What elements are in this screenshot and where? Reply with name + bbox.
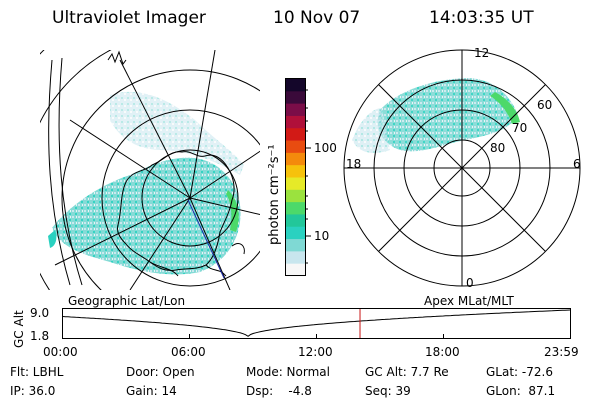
colorbar-segment (286, 79, 305, 92)
status-dsp: Dsp: -4.8 (246, 384, 312, 398)
xtick-0000: 00:00 (43, 345, 78, 359)
status-ip: IP: 36.0 (10, 384, 56, 398)
status-door: Door: Open (126, 365, 195, 379)
xtick-1800: 18:00 (425, 345, 460, 359)
mlt-label-0: 0 (466, 276, 474, 290)
mlt-label-18: 18 (346, 157, 362, 171)
colorbar-segment (286, 239, 305, 252)
mlt-label-12: 12 (474, 46, 490, 60)
xtick-1200: 12:00 (298, 345, 333, 359)
mlat-label-70: 70 (512, 121, 528, 135)
colorbar-segment (286, 103, 305, 117)
mlat-label-60: 60 (537, 98, 553, 112)
colorbar-segment (286, 140, 305, 154)
altitude-plot (62, 308, 571, 339)
colorbar-segment (286, 165, 305, 178)
colorbar-segment (286, 202, 305, 215)
colorbar-tick-10: 10 (314, 229, 330, 243)
status-mode: Mode: Normal (246, 365, 330, 379)
left-map-caption: Geographic Lat/Lon (68, 294, 186, 308)
colorbar-segment (286, 177, 305, 191)
instrument-title: Ultraviolet Imager (52, 8, 206, 28)
xtick-2359: 23:59 (544, 345, 579, 359)
aurora-oval-right (377, 78, 518, 152)
right-map-caption: Apex MLat/MLT (424, 294, 514, 308)
colorbar-segment (286, 214, 305, 228)
status-flt: Flt: LBHL (10, 365, 64, 379)
mlat-label-80: 80 (490, 141, 506, 155)
colorbar-segment (286, 251, 305, 265)
colorbar-segment (286, 115, 305, 129)
aurora-bright-edge-left (226, 190, 239, 232)
altitude-ylabel: GC Alt (12, 310, 26, 348)
aurora-emission-left (52, 157, 241, 275)
status-gc-alt: GC Alt: 7.7 Re (365, 365, 449, 379)
xtick-0600: 06:00 (171, 345, 206, 359)
colorbar-tick-100: 100 (314, 141, 337, 155)
mlt-label-6: 6 (573, 157, 581, 171)
status-gain: Gain: 14 (126, 384, 177, 398)
colorbar-segment (286, 91, 305, 105)
colorbar-segment (286, 152, 305, 166)
colorbar (285, 78, 311, 277)
colorbar-segment (286, 189, 305, 203)
status-glon: GLon: 87.1 (486, 384, 556, 398)
colorbar-segment (286, 128, 305, 142)
altitude-ytick-max: 9.0 (30, 306, 50, 320)
time-label: 14:03:35 UT (429, 8, 534, 28)
colorbar-segment (286, 263, 305, 277)
status-seq: Seq: 39 (365, 384, 411, 398)
altitude-ytick-min: 1.8 (30, 329, 50, 343)
date-label: 10 Nov 07 (273, 8, 361, 28)
altitude-curve (62, 309, 571, 337)
colorbar-segment (286, 226, 305, 240)
status-glat: GLat: -72.6 (486, 365, 553, 379)
footpoint-track (187, 199, 225, 279)
